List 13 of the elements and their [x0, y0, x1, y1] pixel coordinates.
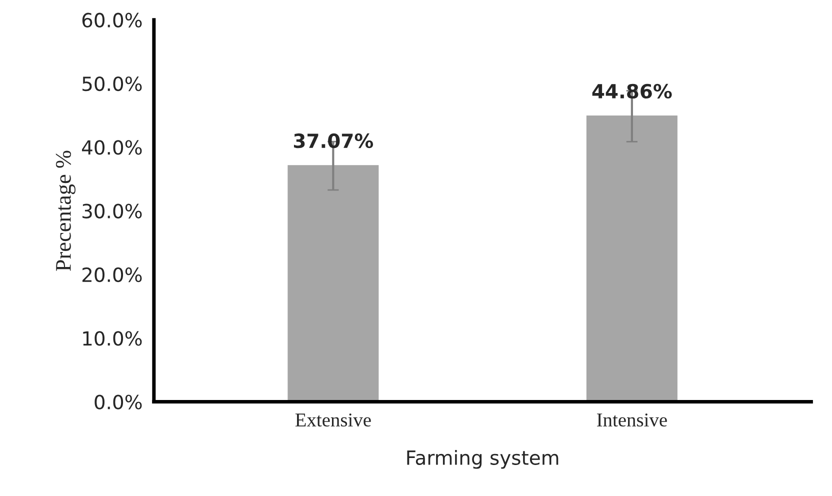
y-tick-label: 30.0% — [82, 204, 142, 218]
data-label: 37.07% — [294, 133, 374, 148]
y-tick-label: 60.0% — [82, 12, 142, 28]
y-axis-title: Precentage % — [56, 150, 76, 271]
x-axis-title: Farming system — [407, 450, 558, 469]
y-tick-label: 40.0% — [82, 140, 142, 155]
data-label: 44.86% — [592, 84, 672, 99]
x-tick-label: Intensive — [597, 413, 667, 427]
x-tick-label: Extensive — [295, 413, 371, 427]
y-tick-label: 0.0% — [94, 394, 142, 410]
y-tick-label: 10.0% — [83, 331, 142, 346]
y-tick-label: 50.0% — [82, 76, 142, 92]
y-tick-label: 20.0% — [82, 267, 142, 282]
